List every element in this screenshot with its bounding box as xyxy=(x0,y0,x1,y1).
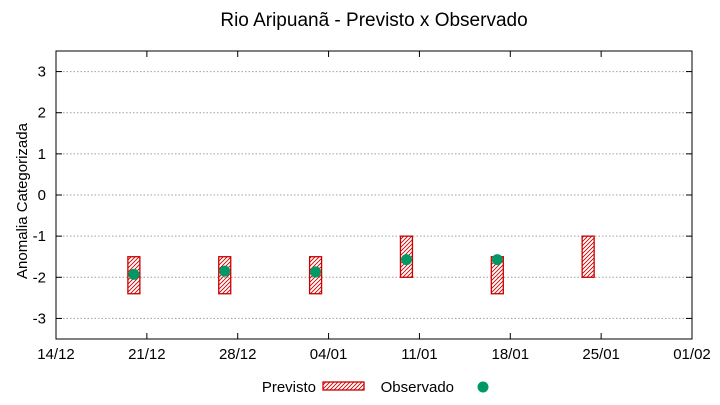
previsto-bar xyxy=(581,235,595,278)
x-tick-label: 11/01 xyxy=(401,346,437,363)
x-tick-label: 25/01 xyxy=(582,346,620,363)
y-tick-label: -1 xyxy=(33,228,46,245)
y-tick-label: 2 xyxy=(38,105,46,122)
y-tick-label: -2 xyxy=(33,269,46,286)
x-tick-label: 18/01 xyxy=(492,346,530,363)
observado-points xyxy=(128,254,503,280)
observado-point xyxy=(491,254,503,266)
observado-point xyxy=(219,265,231,277)
x-tick-label: 14/12 xyxy=(37,346,75,363)
y-tick-label: 1 xyxy=(38,146,46,163)
chart-title: Rio Aripuanã - Previsto x Observado xyxy=(220,10,527,31)
x-tick-label: 04/01 xyxy=(310,346,348,363)
y-axis-label: Anomalia Categorizada xyxy=(14,122,31,279)
observado-point xyxy=(128,268,140,280)
legend-label-previsto: Previsto xyxy=(262,379,316,396)
legend-swatch-observado xyxy=(477,381,489,393)
observado-point xyxy=(400,254,412,266)
legend-label-observado: Observado xyxy=(381,379,454,396)
plot-frame xyxy=(55,50,693,340)
y-tick-label: 3 xyxy=(38,64,46,81)
grid-lines xyxy=(56,71,692,319)
axis-ticks: -3 -2 -1 0 1 2 3 14/12 21/12 28/12 04/01 11/01 18/01… xyxy=(33,51,711,363)
previsto-bars xyxy=(127,235,595,295)
x-tick-label: 01/02 xyxy=(673,346,711,363)
legend: Previsto Observado xyxy=(262,379,489,396)
x-tick-label: 21/12 xyxy=(128,346,166,363)
observado-point xyxy=(310,266,322,278)
legend-swatch-previsto xyxy=(322,381,365,391)
y-tick-label: -3 xyxy=(33,310,46,327)
x-tick-label: 28/12 xyxy=(219,346,257,363)
y-tick-label: 0 xyxy=(38,187,46,204)
